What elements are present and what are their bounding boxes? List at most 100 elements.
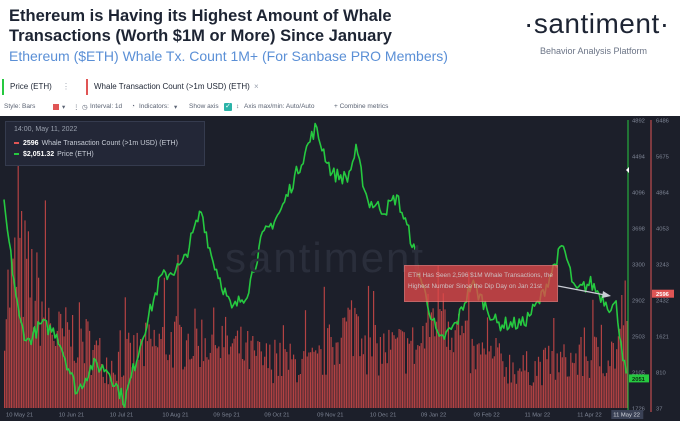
whale-bar <box>446 346 448 408</box>
whale-bar <box>549 373 551 408</box>
tooltip-price-row: $2,051.32 Price (ETH) <box>14 151 94 158</box>
whale-bar <box>209 352 211 408</box>
x-axis-tick-label: 10 Aug 21 <box>162 413 188 419</box>
current-price-badge <box>629 374 649 383</box>
whale-bar <box>274 339 276 408</box>
tab-price[interactable]: Price (ETH) ⋮ <box>2 79 84 95</box>
whale-bar <box>429 337 431 408</box>
show-axis-checkbox[interactable]: ✓ <box>224 103 232 111</box>
whale-bar <box>235 336 237 408</box>
whale-bar <box>522 355 524 408</box>
whale-bar <box>560 351 562 408</box>
indicators-dropdown[interactable]: Indicators: <box>139 103 169 110</box>
close-icon[interactable]: × <box>254 82 259 91</box>
whale-bar <box>427 293 429 408</box>
whale-bar <box>434 336 436 408</box>
whale-bar <box>29 297 31 408</box>
combine-metrics-button[interactable]: + Combine metrics <box>334 103 389 110</box>
tab-whale[interactable]: Whale Transaction Count (>1m USD) (ETH) … <box>86 79 266 95</box>
whale-bar <box>284 349 286 408</box>
whale-bar <box>116 380 118 408</box>
color-swatch[interactable] <box>53 104 59 110</box>
whale-bar <box>78 302 80 408</box>
whale-bar <box>536 375 538 408</box>
whale-bar <box>131 367 133 408</box>
whale-bar <box>228 354 230 408</box>
whale-bar <box>39 345 41 408</box>
plot-area[interactable]: 4892 4494 4096 3698 3300 2902 2503 2105 1726 6486… <box>0 74 680 421</box>
whale-bar <box>100 363 103 408</box>
whale-bar <box>345 321 347 408</box>
whale-bar <box>38 277 40 408</box>
whale-bar <box>70 346 72 408</box>
whale-bar <box>422 326 424 408</box>
whale-bar <box>605 372 608 408</box>
whale-bar <box>378 375 380 408</box>
whale-bar <box>316 353 319 408</box>
whale-bar <box>622 325 625 408</box>
whale-bar <box>9 307 11 408</box>
whale-bar <box>168 354 171 408</box>
price-line <box>3 122 628 408</box>
chevron-down-icon[interactable]: ▾ <box>174 104 178 111</box>
whale-bar <box>141 338 143 408</box>
whale-bar <box>243 360 245 408</box>
whale-bar <box>56 330 58 408</box>
whale-bar <box>439 309 441 408</box>
whale-bar <box>342 317 344 408</box>
scroll-marker-icon <box>626 167 629 173</box>
whale-bar <box>162 327 164 408</box>
whale-bar <box>354 307 356 408</box>
interval-dropdown[interactable]: Interval: 1d <box>90 103 123 110</box>
whale-bar <box>299 374 301 408</box>
whale-bar <box>451 337 453 408</box>
x-axis-tick-label: 11 Apr 22 <box>577 413 601 419</box>
whale-bar <box>592 299 594 408</box>
tab-whale-label: Whale Transaction Count (>1m USD) (ETH) <box>94 82 250 91</box>
whale-bar <box>170 332 172 408</box>
whale-bar <box>99 338 101 408</box>
whale-bar <box>269 344 271 408</box>
whale-bar <box>242 359 244 408</box>
whale-bar <box>214 345 216 408</box>
whale-bar <box>114 374 116 408</box>
whale-bar <box>373 291 375 408</box>
whale-bar <box>58 311 60 408</box>
whale-bar <box>150 338 152 408</box>
whale-bar <box>255 355 257 408</box>
whale-bar <box>102 376 104 408</box>
whale-bar <box>179 324 181 408</box>
axis-max-min-dropdown[interactable]: Axis max/min: Auto/Auto <box>244 103 315 110</box>
whale-bar <box>476 344 478 408</box>
style-dropdown[interactable]: Style: Bars <box>4 103 36 110</box>
whale-bar <box>344 317 346 408</box>
whale-bar <box>92 350 94 408</box>
whale-bar <box>148 324 150 408</box>
whale-bar <box>529 385 531 408</box>
whale-bar <box>206 357 208 408</box>
whale-bar <box>408 343 410 408</box>
whale-bar <box>27 231 29 408</box>
whale-bar <box>14 237 16 408</box>
more-options-icon[interactable]: ⋮ <box>62 82 70 91</box>
whale-bar <box>554 379 557 408</box>
whale-bar <box>369 337 371 408</box>
whale-bar <box>97 345 99 408</box>
whale-bar <box>349 309 351 408</box>
whale-bar <box>323 286 325 408</box>
whale-bar <box>208 359 210 408</box>
tooltip-whale-label: Whale Transaction Count (>1m USD) (ETH) <box>41 140 178 147</box>
whale-bar <box>77 357 79 408</box>
whale-bar <box>383 333 385 408</box>
whale-bar <box>347 307 349 408</box>
whale-bar <box>367 285 370 408</box>
whale-bar <box>441 311 443 408</box>
whale-bar <box>41 301 43 408</box>
more-options-icon[interactable]: ⋮ <box>73 104 80 111</box>
whale-bar <box>459 335 461 408</box>
chevron-down-icon[interactable]: ▾ <box>62 104 66 111</box>
whale-bar <box>46 328 48 408</box>
whale-bar <box>546 359 548 408</box>
whale-bar <box>231 343 233 408</box>
whale-bar <box>490 345 492 408</box>
